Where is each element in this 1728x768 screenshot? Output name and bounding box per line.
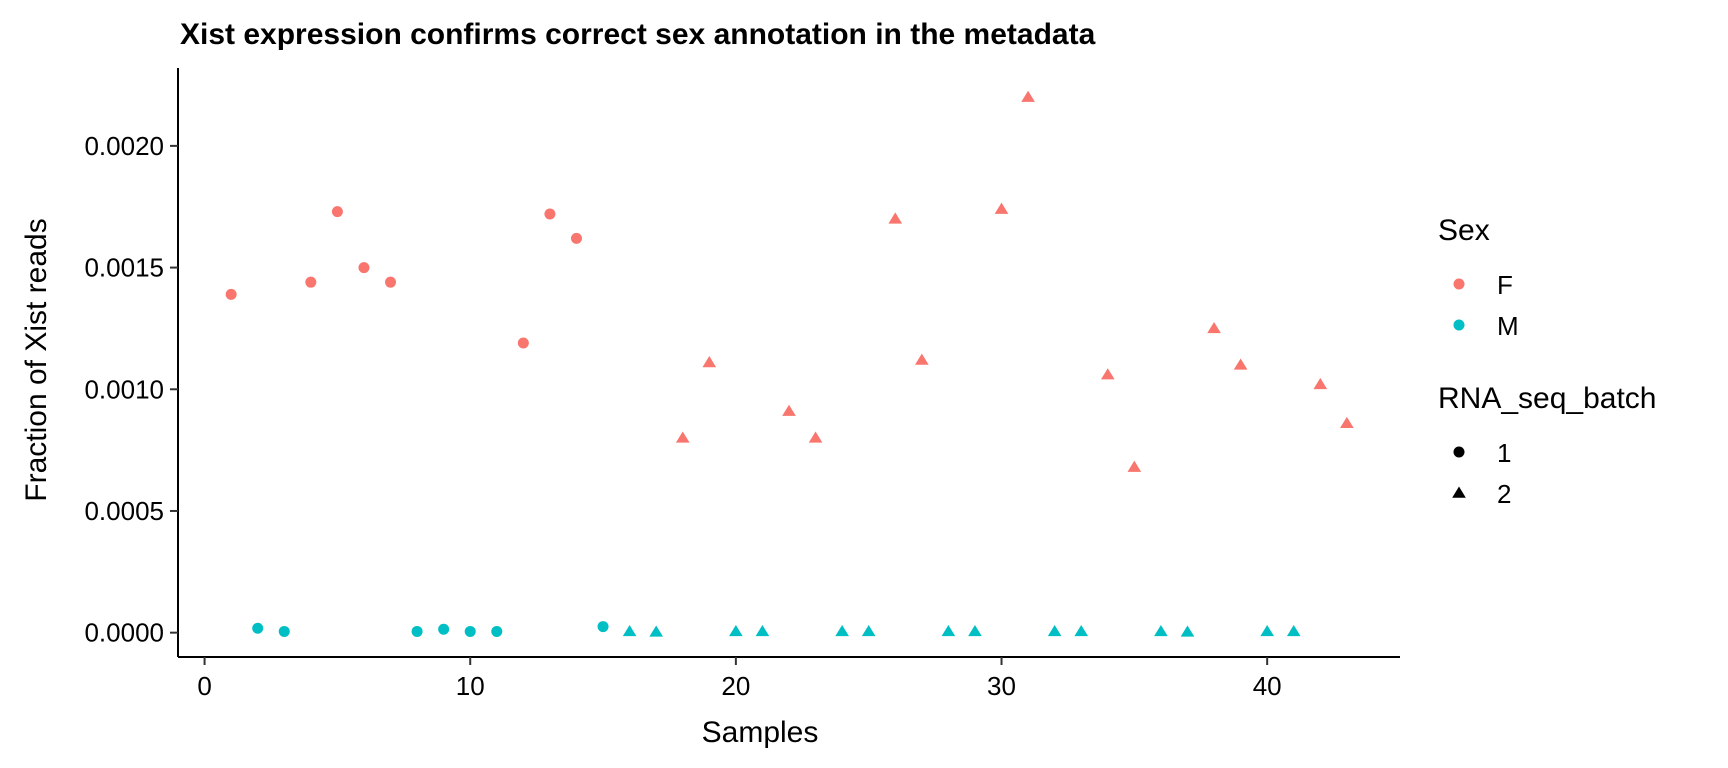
data-point [702,356,717,368]
data-point [782,404,796,416]
x-tick-label: 0 [197,671,211,701]
data-point [331,206,343,218]
data-point [517,337,529,349]
data-point [1260,624,1274,637]
data-point [1074,624,1089,637]
data-point [1127,460,1142,472]
chart-title: Xist expression confirms correct sex ann… [180,18,1096,51]
y-tick-label: 0.0020 [84,131,164,161]
data-point [968,624,982,637]
legend-key [1453,319,1465,331]
data-point [888,212,903,224]
legend-key [1452,486,1466,498]
data-point [1207,321,1221,334]
plot-area: 0.0000 0.0005 0.0010 0.0015 0.0020 0 10 20 30 40 [84,68,1400,701]
data-point [835,624,849,637]
data-point [1313,377,1328,390]
data-points [225,90,1354,637]
x-tick-label: 10 [456,671,485,701]
y-axis-ticks: 0.0000 0.0005 0.0010 0.0015 0.0020 [84,131,178,648]
data-point [675,431,690,443]
data-point [1154,624,1168,637]
legend-label: M [1497,311,1519,341]
data-point [544,208,556,220]
data-point [252,622,264,634]
legend-title: Sex [1438,214,1490,247]
x-tick-label: 30 [987,671,1016,701]
legend-title: RNA_seq_batch [1438,382,1656,415]
data-point [755,624,770,637]
data-point [1180,625,1195,637]
data-point [225,288,237,300]
legend-key [1453,278,1465,290]
data-point [861,624,876,637]
data-point [1233,358,1248,370]
data-point [1021,90,1035,102]
x-tick-label: 20 [721,671,750,701]
data-point [649,625,663,637]
data-point [622,624,637,637]
data-point [808,431,823,443]
legend-key [1453,446,1465,458]
data-point [994,202,1009,214]
y-axis-title: Fraction of Xist reads [20,218,53,501]
data-point [1340,416,1354,429]
y-tick-label: 0.0000 [84,618,164,648]
data-point [941,624,956,637]
data-point [729,624,743,637]
data-point [411,625,423,637]
legend-label: 2 [1497,479,1511,509]
data-point [915,353,929,365]
data-point [1100,368,1115,380]
data-point [1047,624,1062,637]
data-point [438,623,450,635]
x-tick-label: 40 [1253,671,1282,701]
data-point [305,276,317,288]
data-point [358,262,370,274]
data-point [278,625,290,637]
data-point [570,232,582,244]
data-point [1286,624,1301,637]
y-tick-label: 0.0005 [84,496,164,526]
legend-label: 1 [1497,438,1511,468]
data-point [597,621,609,633]
data-point [491,625,503,637]
legend-label: F [1497,270,1513,300]
data-point [464,625,476,637]
y-tick-label: 0.0015 [84,253,164,283]
y-tick-label: 0.0010 [84,374,164,404]
data-point [385,276,397,288]
x-axis-ticks: 0 10 20 30 40 [197,657,1282,701]
x-axis-title: Samples [702,716,819,749]
